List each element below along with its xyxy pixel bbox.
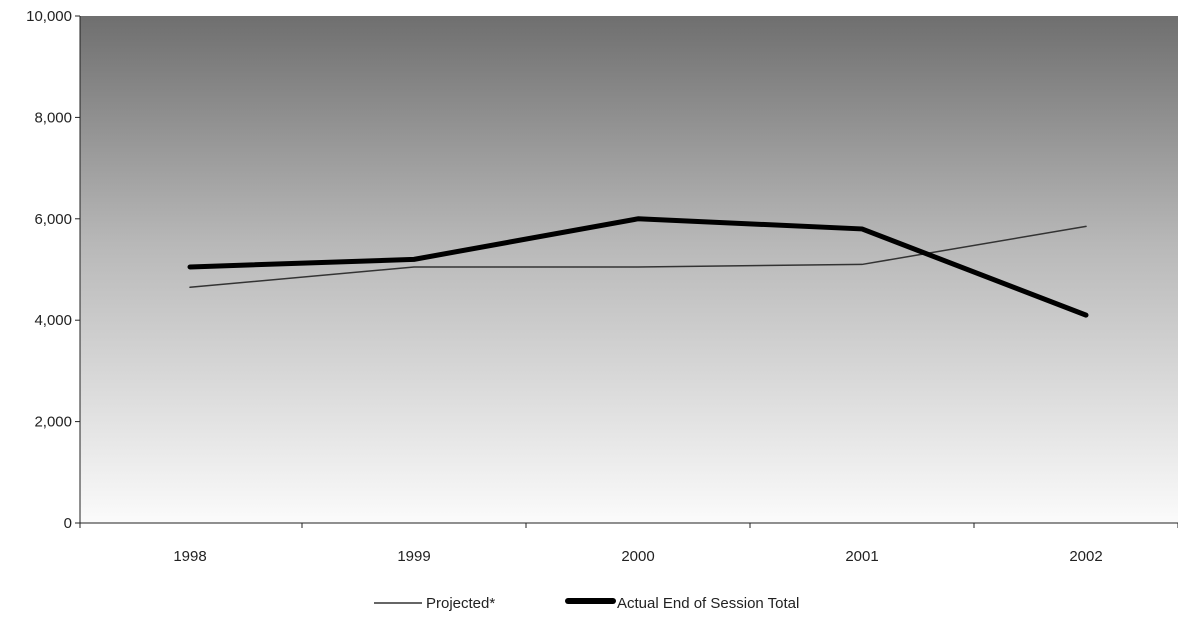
legend-label-actual: Actual End of Session Total — [617, 595, 799, 612]
y-tick-label: 8,000 — [34, 109, 72, 126]
y-tick-label: 10,000 — [26, 8, 72, 25]
x-axis-ticks: 1998 1999 2000 2001 2002 — [80, 523, 1178, 565]
plot-area — [80, 16, 1178, 523]
y-tick-label: 2,000 — [34, 414, 72, 431]
x-tick-label: 2001 — [845, 548, 878, 565]
x-tick-label: 1998 — [173, 548, 206, 565]
legend: Projected* Actual End of Session Total — [374, 595, 799, 612]
x-tick-label: 2000 — [621, 548, 654, 565]
y-axis-ticks: 0 2,000 4,000 6,000 8,000 10,000 — [26, 8, 80, 532]
y-tick-label: 6,000 — [34, 211, 72, 228]
x-tick-label: 2002 — [1069, 548, 1102, 565]
x-tick-label: 1999 — [397, 548, 430, 565]
y-tick-label: 4,000 — [34, 312, 72, 329]
y-tick-label: 0 — [64, 515, 72, 532]
legend-label-projected: Projected* — [426, 595, 495, 612]
